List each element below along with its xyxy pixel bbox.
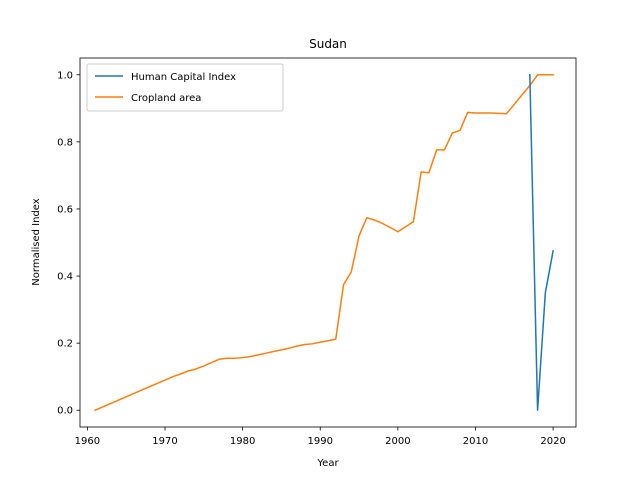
x-tick-label: 1980 <box>230 436 255 447</box>
axes-frame <box>79 57 577 428</box>
series-layer <box>94 74 554 412</box>
chart-title: Sudan <box>309 37 347 51</box>
y-tick-label: 0.4 <box>57 272 73 283</box>
x-axis-ticks: 1960 1970 1980 1990 2000 2010 2020 <box>75 427 566 447</box>
x-tick-label: 2010 <box>463 436 488 447</box>
y-tick-label: 0.2 <box>57 339 73 350</box>
plot-area: 1960 1970 1980 1990 2000 2010 2020 0.00.20.40.… <box>57 57 577 447</box>
x-tick-label: 1990 <box>308 436 333 447</box>
y-tick-label: 0.6 <box>57 204 73 215</box>
legend: Human Capital Index Cropland area <box>86 63 284 112</box>
legend-label-human-capital-index: Human Capital Index <box>131 72 236 83</box>
x-tick-label: 2020 <box>540 436 565 447</box>
legend-label-cropland-area: Cropland area <box>131 93 201 104</box>
x-tick-label: 1960 <box>75 436 100 447</box>
y-tick-label: 1.0 <box>57 70 73 81</box>
x-tick-label: 1970 <box>152 436 177 447</box>
series-line-cropland-area <box>94 74 554 412</box>
y-axis-ticks: 0.0 0.2 0.4 0.6 0.8 1.0 <box>57 70 80 417</box>
y-tick-label: 0.8 <box>57 137 73 148</box>
legend-box <box>86 63 284 112</box>
x-axis-label: Year <box>316 458 339 469</box>
series-line-human-capital-index <box>529 74 554 411</box>
y-tick-label: 0.0 <box>57 406 73 417</box>
y-axis-label: Normalised Index <box>31 198 42 285</box>
x-tick-label: 2000 <box>385 436 410 447</box>
